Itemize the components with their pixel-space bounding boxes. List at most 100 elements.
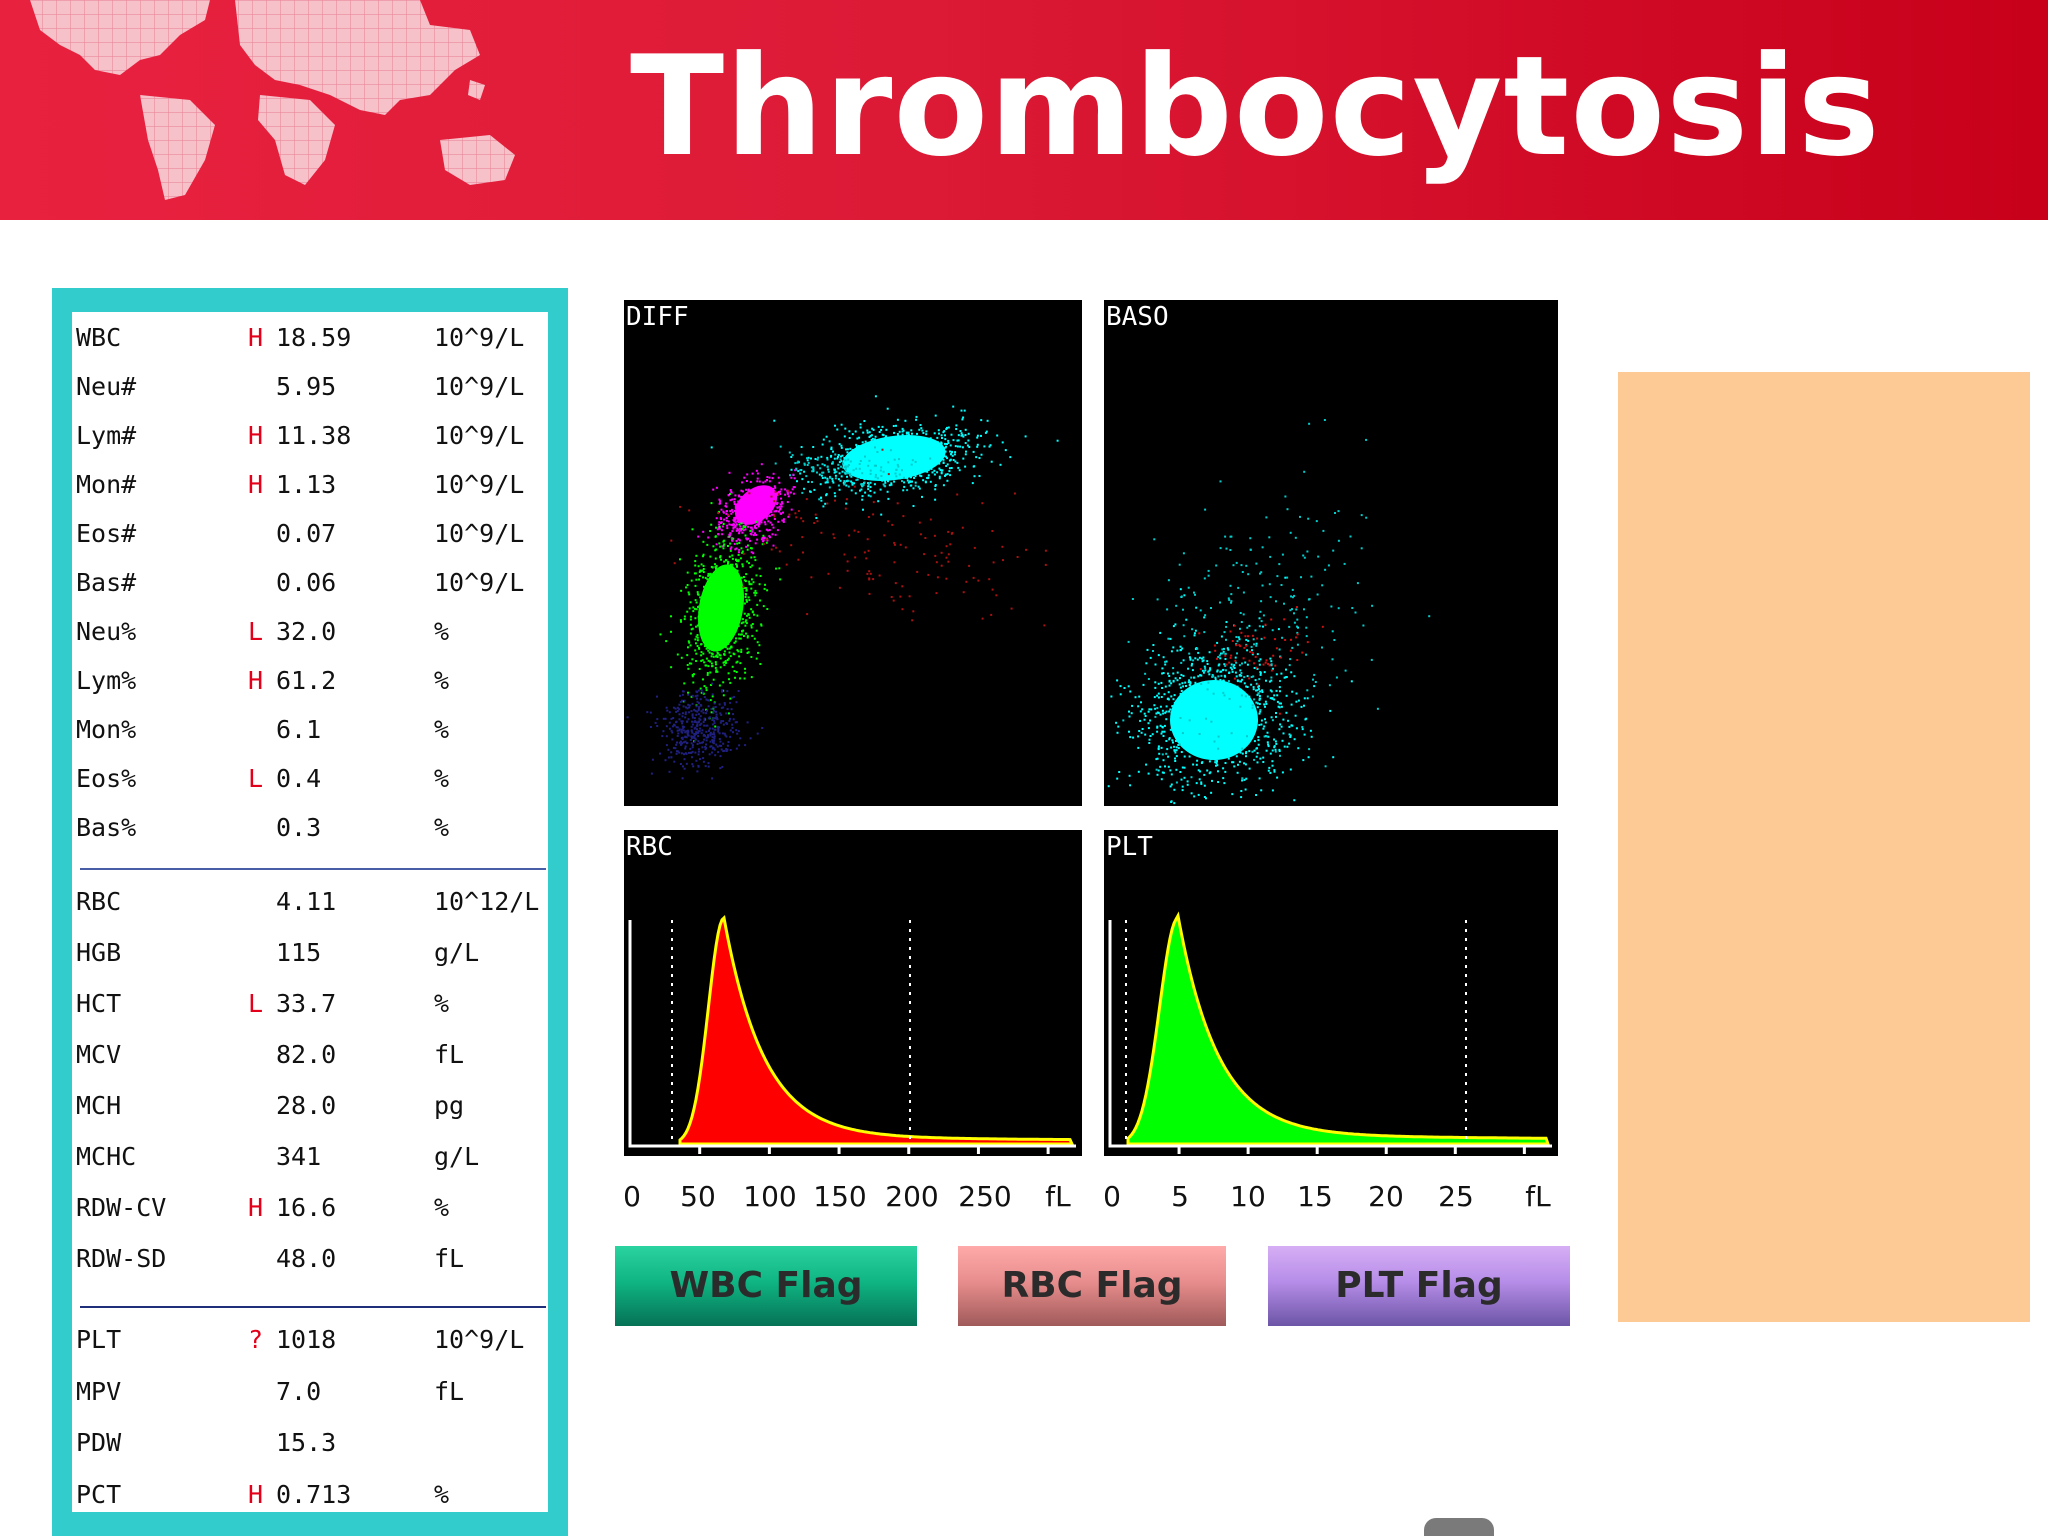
result-value: 33.7 (276, 989, 337, 1018)
result-unit: fL (434, 1244, 465, 1273)
result-flag: H (248, 1479, 264, 1509)
result-name: Eos# (76, 519, 137, 548)
result-name: Neu% (76, 617, 137, 646)
result-value: 4.11 (276, 887, 337, 916)
result-row: MCV 82.0 fL (72, 1037, 548, 1073)
plt-tick-label: fL (1525, 1180, 1551, 1213)
result-name: RDW-SD (76, 1244, 167, 1273)
result-name: Lym# (76, 421, 137, 450)
result-row: PLT? 1018 10^9/L (72, 1322, 548, 1358)
result-row: HGB 115 g/L (72, 935, 548, 971)
result-row: PCT H 0.713% (72, 1477, 548, 1513)
result-name: PDW (76, 1428, 122, 1457)
rbc-tick-label: 150 (813, 1180, 867, 1213)
results-panel: WBC H 18.59 10^9/L Neu# 5.95 10^9/L Lym# H 11.38 1… (52, 288, 568, 1536)
diff-label: DIFF (626, 302, 689, 332)
result-row: MCH 28.0 pg (72, 1088, 548, 1124)
result-unit: % (434, 1193, 450, 1222)
result-name: Bas# (76, 568, 137, 597)
result-name: Bas% (76, 813, 137, 842)
result-unit: 10^9/L (434, 323, 525, 352)
result-value: 28.0 (276, 1091, 337, 1120)
partial-icon (1424, 1518, 1494, 1536)
plt-histogram-canvas (1108, 911, 1552, 1154)
result-value: 16.6 (276, 1193, 337, 1222)
result-unit: 10^9/L (434, 421, 525, 450)
result-value: 0.4 (276, 764, 322, 793)
result-flag: L (248, 764, 264, 793)
result-value: 115 (276, 938, 322, 967)
result-row: MCHC 341 g/L (72, 1139, 548, 1175)
result-value: 82.0 (276, 1040, 337, 1069)
result-unit: % (434, 666, 450, 695)
result-row: RDW-CV H 16.6% (72, 1190, 548, 1226)
world-map-icon (30, 0, 515, 200)
result-value: 15.3 (276, 1428, 337, 1457)
plt-flag-button[interactable]: PLT Flag (1268, 1246, 1570, 1326)
result-value: 61.2 (276, 666, 337, 695)
result-value: 341 (276, 1142, 322, 1171)
rbc-flag-button[interactable]: RBC Flag (958, 1246, 1226, 1326)
result-row: Neu% L 32.0% (72, 614, 548, 650)
result-value: 1.13 (276, 470, 337, 499)
result-unit: fL (434, 1376, 465, 1406)
results-table: WBC H 18.59 10^9/L Neu# 5.95 10^9/L Lym# H 11.38 1… (72, 312, 548, 1512)
result-name: HCT (76, 989, 122, 1018)
result-value: 6.1 (276, 715, 322, 744)
result-unit: 10^9/L (434, 1325, 525, 1354)
result-row: Bas# 0.06 10^9/L (72, 565, 548, 601)
result-flag: L (248, 989, 264, 1018)
result-name: HGB (76, 938, 122, 967)
title-banner: Thrombocytosis (0, 0, 2048, 220)
section-divider (80, 1306, 546, 1308)
result-row: WBC H 18.59 10^9/L (72, 320, 548, 356)
result-row: MPV 7.0 fL (72, 1374, 548, 1410)
plt-label: PLT (1106, 832, 1153, 862)
result-name: Lym% (76, 666, 137, 695)
result-value: 0.3 (276, 813, 322, 842)
result-value: 32.0 (276, 617, 337, 646)
rbc-label: RBC (626, 832, 673, 862)
result-name: RDW-CV (76, 1193, 167, 1222)
rbc-tick-label: 50 (680, 1180, 716, 1213)
baso-scattergram: BASO (1104, 300, 1558, 806)
result-value: 11.38 (276, 421, 352, 450)
result-name: Mon# (76, 470, 137, 499)
result-row: Eos# 0.07 10^9/L (72, 516, 548, 552)
result-name: PLT (76, 1325, 122, 1354)
result-name: Mon% (76, 715, 137, 744)
baso-label: BASO (1106, 302, 1169, 332)
wbc-flag-button[interactable]: WBC Flag (615, 1246, 917, 1326)
result-row: Mon# H 1.13 10^9/L (72, 467, 548, 503)
result-unit: % (434, 813, 450, 842)
result-flag: H (248, 1193, 264, 1222)
result-row: Lym# H 11.38 10^9/L (72, 418, 548, 454)
baso-scatter-canvas (1107, 419, 1431, 805)
result-flag: H (248, 666, 264, 695)
result-flag: H (248, 421, 264, 450)
result-value: 1018 (276, 1325, 337, 1354)
result-unit: fL (434, 1040, 465, 1069)
section-divider (80, 868, 546, 870)
result-name: MCV (76, 1040, 122, 1069)
plt-tick-label: 25 (1438, 1180, 1474, 1213)
result-name: MCH (76, 1091, 122, 1120)
rbc-histogram: RBC (624, 830, 1082, 1156)
result-value: 48.0 (276, 1244, 337, 1273)
result-unit: 10^12/L (434, 887, 540, 916)
result-name: PCT (76, 1479, 122, 1509)
result-name: RBC (76, 887, 122, 916)
diff-scatter-canvas (626, 395, 1059, 780)
rbc-histogram-canvas (628, 915, 1076, 1154)
result-row: RDW-SD 48.0 fL (72, 1241, 548, 1277)
plt-tick-label: 15 (1297, 1180, 1333, 1213)
result-value: 0.06 (276, 568, 337, 597)
rbc-tick-label: 100 (743, 1180, 797, 1213)
plt-tick-label: 10 (1230, 1180, 1266, 1213)
result-flag: H (248, 470, 264, 499)
result-name: Eos% (76, 764, 137, 793)
result-row: Lym% H 61.2% (72, 663, 548, 699)
page-title: Thrombocytosis (630, 26, 1881, 187)
rbc-tick-label: 200 (885, 1180, 939, 1213)
result-unit: g/L (434, 1142, 480, 1171)
